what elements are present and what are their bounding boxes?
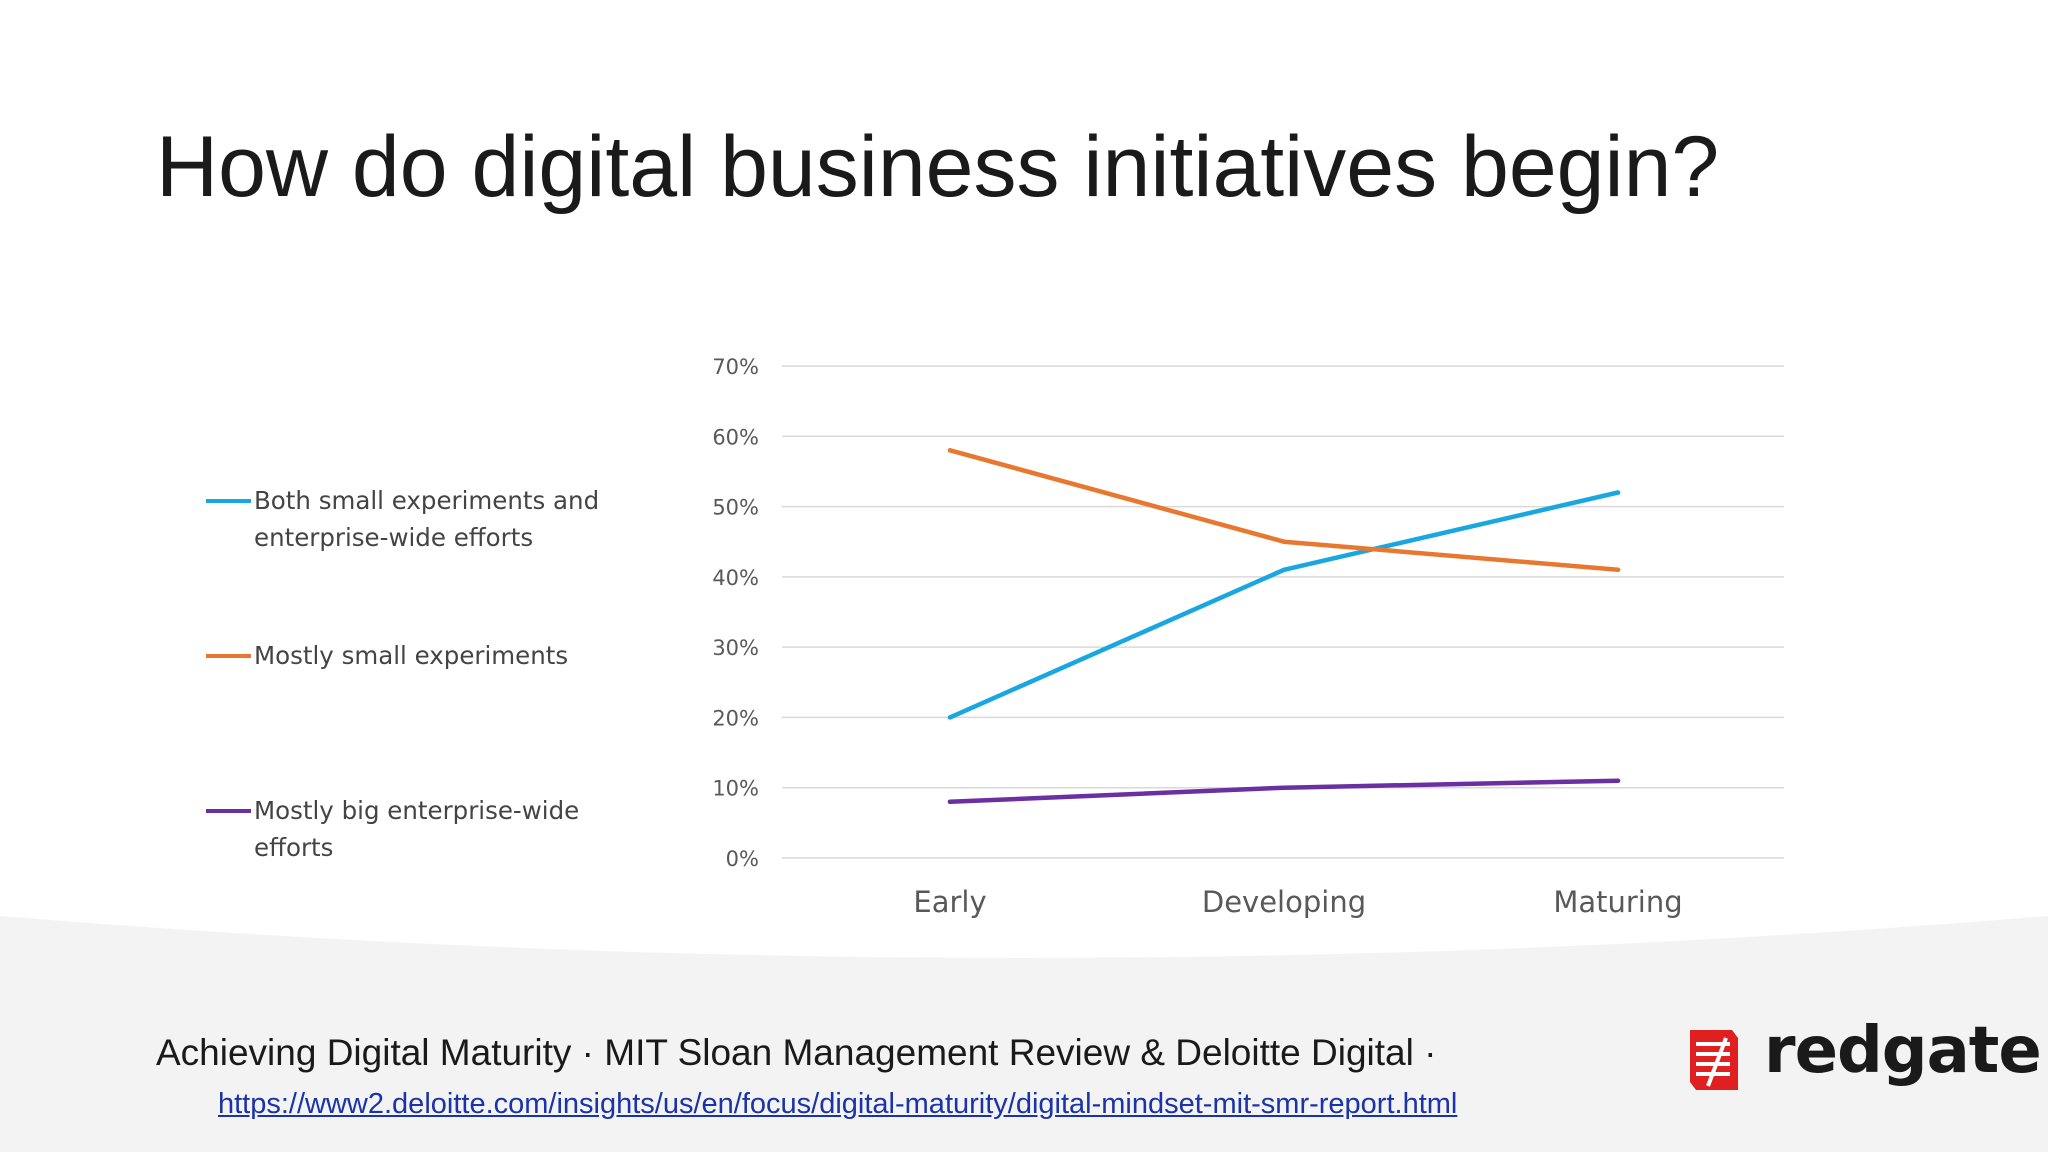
series-2-point	[1281, 785, 1287, 790]
series-line-1	[947, 448, 1621, 573]
footer-background	[0, 916, 2048, 1152]
series-2-point	[1615, 778, 1621, 783]
x-tick-label: Developing	[1202, 885, 1366, 919]
y-tick-label: 40%	[712, 566, 759, 590]
legend-swatch-big	[206, 809, 251, 813]
y-tick-label: 50%	[712, 496, 759, 520]
x-tick-label: Maturing	[1553, 885, 1682, 919]
series-0-point	[1281, 567, 1287, 573]
series-0-point	[1615, 490, 1621, 495]
y-axis-ticks: 0% 10% 20% 30% 40% 50% 60% 70%	[712, 355, 759, 871]
y-tick-label: 30%	[712, 636, 759, 660]
legend-swatch-small	[206, 654, 251, 658]
source-citation: Achieving Digital Maturity · MIT Sloan M…	[156, 1032, 1437, 1073]
slide-title: How do digital business initiatives begi…	[156, 119, 1720, 215]
legend-label-both: Both small experiments and enterprise-wi…	[254, 486, 600, 552]
series-2-point	[947, 799, 953, 804]
legend-label-big: Mostly big enterprise-wide efforts	[254, 796, 580, 862]
legend-swatch-both	[206, 499, 251, 503]
series-0-point	[947, 715, 953, 720]
y-tick-label: 10%	[712, 777, 759, 801]
y-tick-label: 0%	[726, 847, 759, 871]
series-1-point	[1615, 567, 1621, 573]
series-line-2	[947, 778, 1621, 805]
x-axis-ticks: Early Developing Maturing	[913, 885, 1682, 919]
series-1-point	[947, 448, 953, 453]
series-line-0	[947, 490, 1621, 720]
redgate-logo-mark-icon	[1690, 1030, 1738, 1090]
legend-label-small: Mostly small experiments	[254, 641, 569, 670]
chart-series-lines	[947, 448, 1621, 805]
y-tick-label: 70%	[712, 355, 759, 379]
redgate-logo-text: redgate	[1764, 1014, 2042, 1088]
series-1-point	[1281, 539, 1287, 544]
x-tick-label: Early	[913, 885, 986, 919]
chart-gridlines	[782, 365, 1784, 859]
y-tick-label: 20%	[712, 706, 759, 730]
redgate-logo: redgate	[1686, 1014, 2042, 1098]
y-tick-label: 60%	[712, 425, 759, 449]
source-link[interactable]: https://www2.deloitte.com/insights/us/en…	[218, 1088, 1458, 1120]
